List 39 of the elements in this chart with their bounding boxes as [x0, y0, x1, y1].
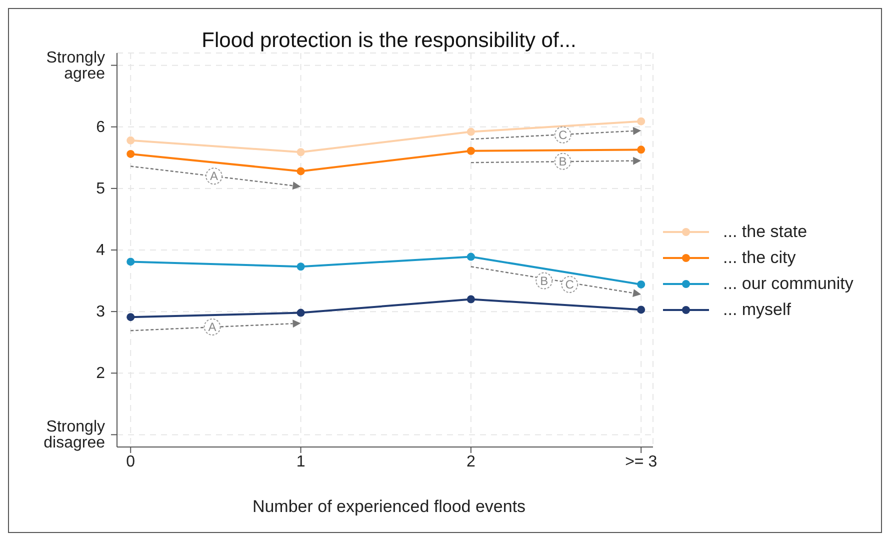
annotation: C — [565, 277, 574, 292]
y-tick-label: 3 — [96, 303, 106, 320]
legend-label: ... myself — [723, 300, 792, 320]
annotation: A — [208, 320, 216, 334]
point — [126, 150, 135, 158]
x-tick-label: 1 — [296, 453, 306, 470]
point — [466, 128, 475, 136]
point — [126, 136, 135, 144]
y-tick-label: Strongly agree — [46, 48, 106, 82]
x-tick-label: 0 — [126, 453, 136, 470]
legend-label: ... the city — [723, 248, 796, 268]
point — [637, 280, 646, 288]
point — [126, 258, 135, 266]
point — [466, 146, 475, 155]
y-tick-label: 4 — [96, 242, 106, 258]
point — [296, 167, 305, 176]
point — [637, 306, 646, 314]
point — [637, 146, 646, 154]
x-tick-label: 2 — [466, 453, 476, 470]
chart-title: Flood protection is the responsibility of... — [200, 29, 578, 53]
point — [466, 252, 475, 261]
y-tick-label: 5 — [96, 180, 106, 197]
annotation: B — [558, 154, 567, 168]
legend-label: ... the state — [723, 222, 808, 242]
point — [296, 262, 305, 271]
point — [466, 295, 475, 304]
annotation: C — [558, 128, 568, 142]
annotation: B — [540, 274, 548, 288]
annotation: A — [210, 169, 218, 184]
y-tick-label: 6 — [96, 118, 106, 136]
y-tick-label: Strongly disagree — [44, 418, 106, 452]
y-tick-label: 2 — [96, 364, 106, 382]
point — [296, 308, 305, 317]
point — [296, 148, 305, 156]
point — [637, 117, 646, 126]
point — [126, 313, 135, 322]
x-axis-title: Number of experienced flood events — [251, 497, 527, 517]
legend-label: ... our community — [723, 274, 854, 294]
x-tick-label: >= 3 — [625, 453, 658, 470]
